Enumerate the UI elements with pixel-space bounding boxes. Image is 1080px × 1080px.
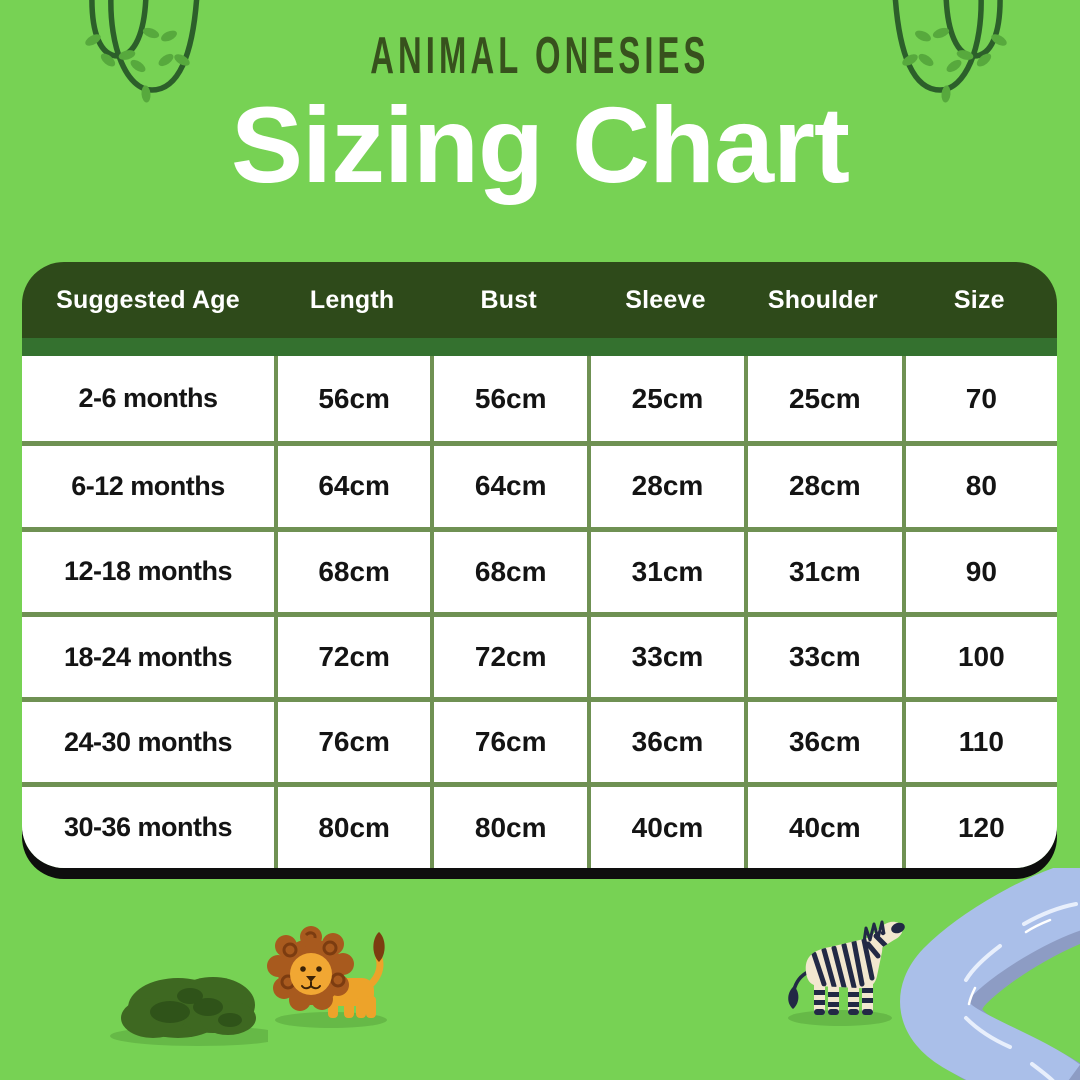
table-row: 2-6 months 56cm 56cm 25cm 25cm 70 <box>22 356 1057 442</box>
table-cell: 40cm <box>587 787 744 868</box>
table-cell: 25cm <box>743 356 902 442</box>
sizing-table-card: Suggested Age Length Bust Sleeve Shoulder Siz… <box>22 262 1057 868</box>
table-cell: 110 <box>901 702 1057 783</box>
table-cell: 68cm <box>430 531 587 612</box>
bush-icon <box>110 977 268 1046</box>
page-title: Sizing Chart <box>230 84 850 205</box>
table-cell: 72cm <box>274 616 430 698</box>
column-header: Bust <box>480 285 537 314</box>
table-cell: 25cm <box>587 356 744 442</box>
column-header: Sleeve <box>625 285 706 314</box>
table-cell: 6-12 months <box>71 470 225 501</box>
table-cell: 28cm <box>587 446 744 527</box>
table-row: 24-30 months 76cm 76cm 36cm 36cm 110 <box>22 697 1057 783</box>
table-row: 12-18 months 68cm 68cm 31cm 31cm 90 <box>22 526 1057 612</box>
column-header: Size <box>953 285 1005 314</box>
table-cell: 12-18 months <box>63 556 233 587</box>
table-cell: 64cm <box>274 446 430 527</box>
table-cell: 70 <box>901 356 1057 442</box>
table-cell: 120 <box>901 787 1057 868</box>
table-cell: 28cm <box>743 446 902 527</box>
column-header: Shoulder <box>767 285 878 314</box>
river-icon <box>900 868 1080 1080</box>
table-cell: 56cm <box>274 356 430 442</box>
table-cell: 36cm <box>743 702 902 783</box>
table-cell: 68cm <box>274 531 430 612</box>
table-cell: 30-36 months <box>63 812 233 843</box>
table-cell: 33cm <box>743 616 902 698</box>
table-row: 6-12 months 64cm 64cm 28cm 28cm 80 <box>22 441 1057 527</box>
table-cell: 56cm <box>430 356 587 442</box>
table-cell: 100 <box>901 616 1057 698</box>
table-cell: 18-24 months <box>63 641 233 672</box>
table-cell: 31cm <box>743 531 902 612</box>
table-cell: 76cm <box>274 702 430 783</box>
table-body: 2-6 months 56cm 56cm 25cm 25cm 70 6-12 months 6… <box>22 356 1057 868</box>
table-cell: 64cm <box>430 446 587 527</box>
table-cell: 40cm <box>743 787 902 868</box>
table-cell: 2-6 months <box>78 383 218 414</box>
table-cell: 80 <box>901 446 1057 527</box>
table-cell: 72cm <box>430 616 587 698</box>
table-cell: 31cm <box>587 531 744 612</box>
table-cell: 36cm <box>587 702 744 783</box>
column-header: Suggested Age <box>56 285 240 314</box>
brand-title: ANIMAL ONESIES <box>370 27 710 85</box>
column-header: Length <box>309 285 395 314</box>
table-cell: 80cm <box>430 787 587 868</box>
table-cell: 90 <box>901 531 1057 612</box>
table-cell: 33cm <box>587 616 744 698</box>
table-cell: 80cm <box>274 787 430 868</box>
table-header-divider <box>22 338 1057 356</box>
table-row: 18-24 months 72cm 72cm 33cm 33cm 100 <box>22 611 1057 698</box>
table-cell: 24-30 months <box>63 726 233 757</box>
zebra-icon <box>788 920 905 1026</box>
table-row: 30-36 months 80cm 80cm 40cm 40cm 120 <box>22 782 1057 868</box>
table-cell: 76cm <box>430 702 587 783</box>
lion-icon <box>267 926 387 1028</box>
table-header-row: Suggested Age Length Bust Sleeve Shoulder Siz… <box>22 262 1057 338</box>
